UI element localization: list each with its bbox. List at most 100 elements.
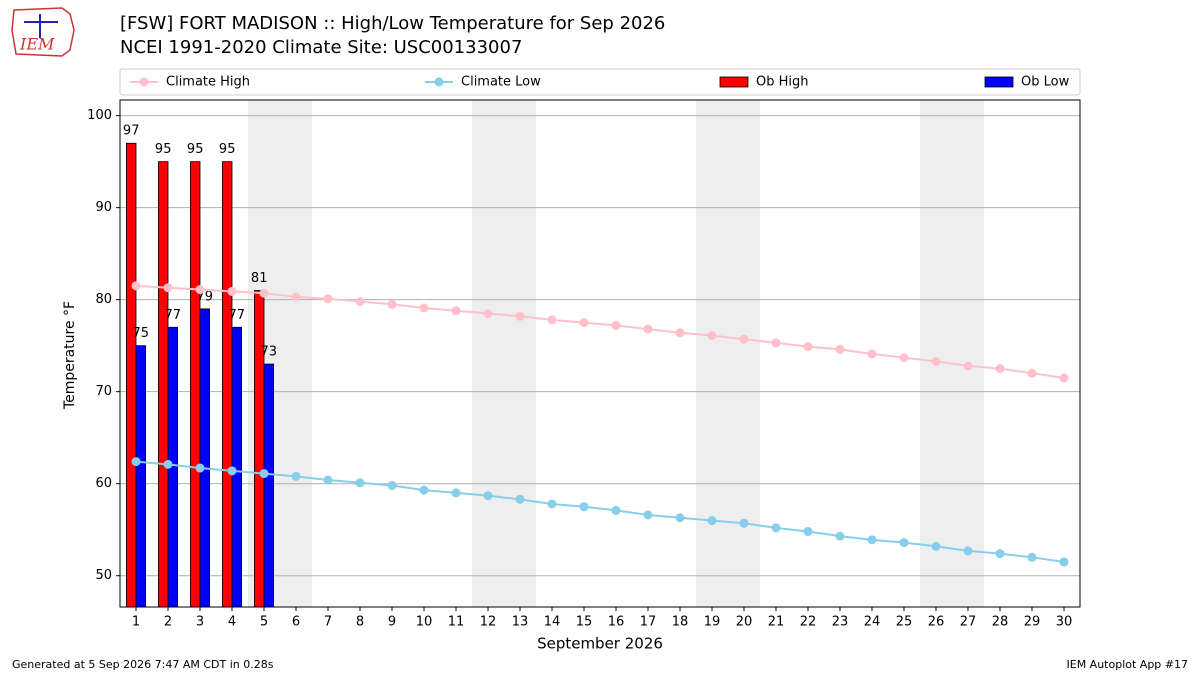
point [739, 518, 749, 528]
bar [221, 161, 233, 608]
line [135, 284, 1065, 379]
point [963, 361, 973, 371]
x-tick-label: 25 [896, 615, 913, 630]
legend-label: Ob Low [1021, 75, 1070, 90]
x-tick-label: 27 [960, 615, 977, 630]
point [771, 338, 781, 348]
y-tick-label: 50 [95, 568, 112, 583]
point [163, 283, 173, 293]
point [419, 485, 429, 495]
x-tick-label: 5 [260, 615, 268, 630]
bar [189, 161, 201, 608]
data-label: 77 [229, 308, 246, 323]
data-label: 73 [261, 345, 278, 360]
x-tick-label: 4 [228, 615, 236, 630]
weekend-shade [728, 100, 760, 607]
y-tick-label: 100 [87, 108, 112, 123]
legend-box [119, 68, 1081, 96]
legend-label: Climate Low [461, 75, 541, 90]
x-tick-label: 23 [832, 615, 849, 630]
bar [263, 363, 275, 608]
weekend-shade [504, 100, 536, 607]
x-tick-label: 16 [608, 615, 625, 630]
point [611, 320, 621, 330]
x-tick-label: 3 [196, 615, 204, 630]
point [899, 538, 909, 548]
weekend-shade [920, 100, 952, 607]
point [387, 299, 397, 309]
point [675, 513, 685, 523]
point [259, 469, 269, 479]
point [1027, 552, 1037, 562]
point [579, 318, 589, 328]
y-tick-label: 90 [95, 200, 112, 215]
point [707, 516, 717, 526]
logo: IEM [11, 7, 75, 57]
x-tick-label: 18 [672, 615, 689, 630]
x-tick-label: 6 [292, 615, 300, 630]
legend-swatch [719, 76, 749, 88]
point [611, 505, 621, 515]
point [483, 308, 493, 318]
line [135, 460, 1065, 563]
point [867, 535, 877, 545]
chart-subtitle: NCEI 1991-2020 Climate Site: USC00133007 [120, 37, 522, 58]
point [355, 297, 365, 307]
x-tick-label: 14 [544, 615, 561, 630]
x-tick-label: 20 [736, 615, 753, 630]
point [1059, 557, 1069, 567]
point [419, 303, 429, 313]
legend-marker [139, 77, 149, 87]
legend-swatch [984, 76, 1014, 88]
point [451, 306, 461, 316]
point [195, 463, 205, 473]
plot-frame [119, 99, 1081, 608]
x-tick-label: 15 [576, 615, 593, 630]
footer-left: Generated at 5 Sep 2026 7:47 AM CDT in 0… [12, 658, 274, 671]
x-tick-label: 8 [356, 615, 364, 630]
point [547, 315, 557, 325]
x-tick-label: 1 [132, 615, 140, 630]
point [323, 294, 333, 304]
x-tick-label: 2 [164, 615, 172, 630]
x-tick-label: 22 [800, 615, 817, 630]
point [227, 466, 237, 476]
x-tick-label: 12 [480, 615, 497, 630]
x-tick-label: 11 [448, 615, 465, 630]
point [675, 328, 685, 338]
point [1059, 373, 1069, 383]
point [995, 364, 1005, 374]
point [963, 546, 973, 556]
legend-label: Climate High [166, 75, 250, 90]
point [835, 344, 845, 354]
point [451, 488, 461, 498]
point [899, 353, 909, 363]
point [643, 510, 653, 520]
point [803, 527, 813, 537]
x-tick-label: 28 [992, 615, 1009, 630]
y-tick-label: 80 [95, 292, 112, 307]
legend-label: Ob High [756, 75, 809, 90]
data-label: 97 [123, 124, 140, 139]
bar [135, 345, 147, 608]
point [547, 499, 557, 509]
data-label: 95 [155, 142, 172, 157]
data-label: 77 [165, 308, 182, 323]
x-tick-label: 19 [704, 615, 721, 630]
x-tick-label: 17 [640, 615, 657, 630]
logo-text: IEM [19, 35, 55, 54]
point [131, 281, 141, 291]
weekend-shade [952, 100, 984, 607]
x-tick-label: 26 [928, 615, 945, 630]
bar [157, 161, 169, 608]
data-label: 95 [187, 142, 204, 157]
point [323, 475, 333, 485]
x-tick-label: 29 [1024, 615, 1041, 630]
point [835, 531, 845, 541]
x-tick-label: 24 [864, 615, 881, 630]
x-tick-label: 7 [324, 615, 332, 630]
weekend-shade [696, 100, 728, 607]
point [771, 523, 781, 533]
x-tick-label: 13 [512, 615, 529, 630]
point [995, 549, 1005, 559]
